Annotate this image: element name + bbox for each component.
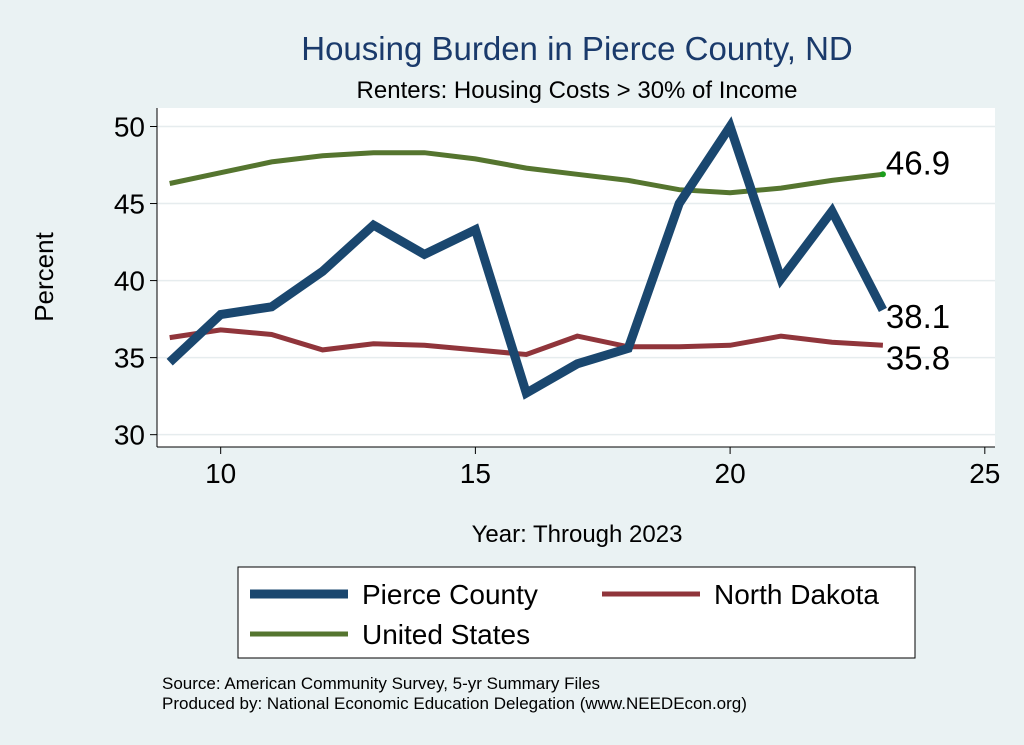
legend-label-north-dakota: North Dakota — [714, 579, 879, 610]
series-line-pierce-county — [166, 116, 887, 400]
y-tick-label: 30 — [114, 420, 145, 451]
y-tick-label: 40 — [114, 266, 145, 297]
x-tick-label: 10 — [205, 458, 236, 489]
legend-label-pierce-county: Pierce County — [362, 579, 538, 610]
series-end-marker-united-states — [879, 171, 886, 178]
end-label-pierce-county: 38.1 — [886, 298, 950, 335]
source-note: Source: American Community Survey, 5-yr … — [162, 674, 600, 693]
chart-title: Housing Burden in Pierce County, ND — [301, 30, 853, 67]
x-axis-ticks: 10 15 20 25 — [205, 447, 1000, 489]
y-tick-label: 50 — [114, 111, 145, 142]
series-line-north-dakota — [169, 327, 884, 358]
end-labels: 38.1 35.8 46.9 — [886, 144, 950, 376]
y-axis-ticks: 30 35 40 45 50 — [114, 111, 157, 451]
y-tick-label: 35 — [114, 343, 145, 374]
end-label-north-dakota: 35.8 — [886, 339, 950, 376]
x-tick-label: 20 — [715, 458, 746, 489]
x-tick-label: 15 — [460, 458, 491, 489]
grid-lines — [157, 125, 995, 436]
y-axis-label: Percent — [29, 231, 59, 321]
x-tick-label: 25 — [969, 458, 1000, 489]
chart-subtitle: Renters: Housing Costs > 30% of Income — [357, 77, 798, 104]
plot-area — [157, 108, 995, 447]
producer-note: Produced by: National Economic Education… — [162, 694, 747, 713]
series-line-united-states — [169, 150, 884, 196]
series-lines — [166, 116, 887, 400]
legend-label-united-states: United States — [362, 619, 530, 650]
legend-box — [237, 566, 916, 659]
y-tick-label: 45 — [114, 189, 145, 220]
end-label-united-states: 46.9 — [886, 144, 950, 181]
x-axis-label: Year: Through 2023 — [472, 521, 683, 548]
